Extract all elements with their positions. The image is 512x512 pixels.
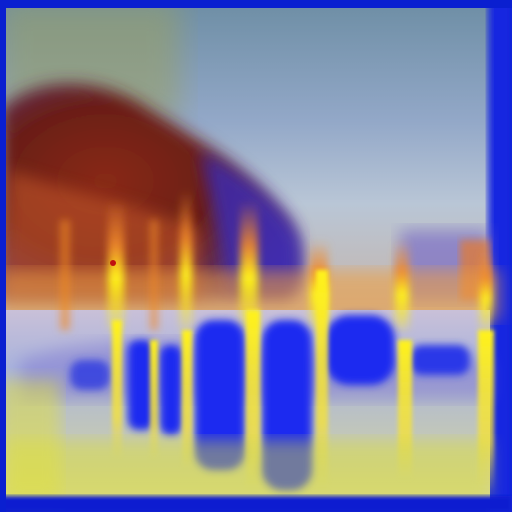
streak	[108, 200, 124, 330]
streak	[480, 250, 492, 330]
streak	[395, 240, 409, 330]
streak	[60, 220, 70, 330]
reflection-streak	[182, 330, 192, 470]
streak	[150, 220, 158, 330]
bottom-edge	[0, 496, 512, 512]
reflection	[195, 320, 245, 470]
reflection	[325, 315, 395, 385]
reflection	[128, 340, 154, 430]
reflection	[160, 345, 182, 435]
reflection-streak	[112, 320, 122, 460]
red-dot	[110, 260, 116, 266]
light-streaks	[60, 190, 492, 330]
left-edge	[0, 0, 6, 512]
streak	[240, 200, 258, 330]
foreground-haze	[6, 440, 490, 500]
streak	[180, 190, 192, 330]
reflection	[70, 360, 110, 390]
top-edge	[0, 0, 512, 8]
reflection	[410, 345, 470, 375]
reflection-streak	[316, 270, 328, 490]
left-yellow-glow	[0, 380, 60, 500]
reflection-streak	[150, 340, 158, 460]
